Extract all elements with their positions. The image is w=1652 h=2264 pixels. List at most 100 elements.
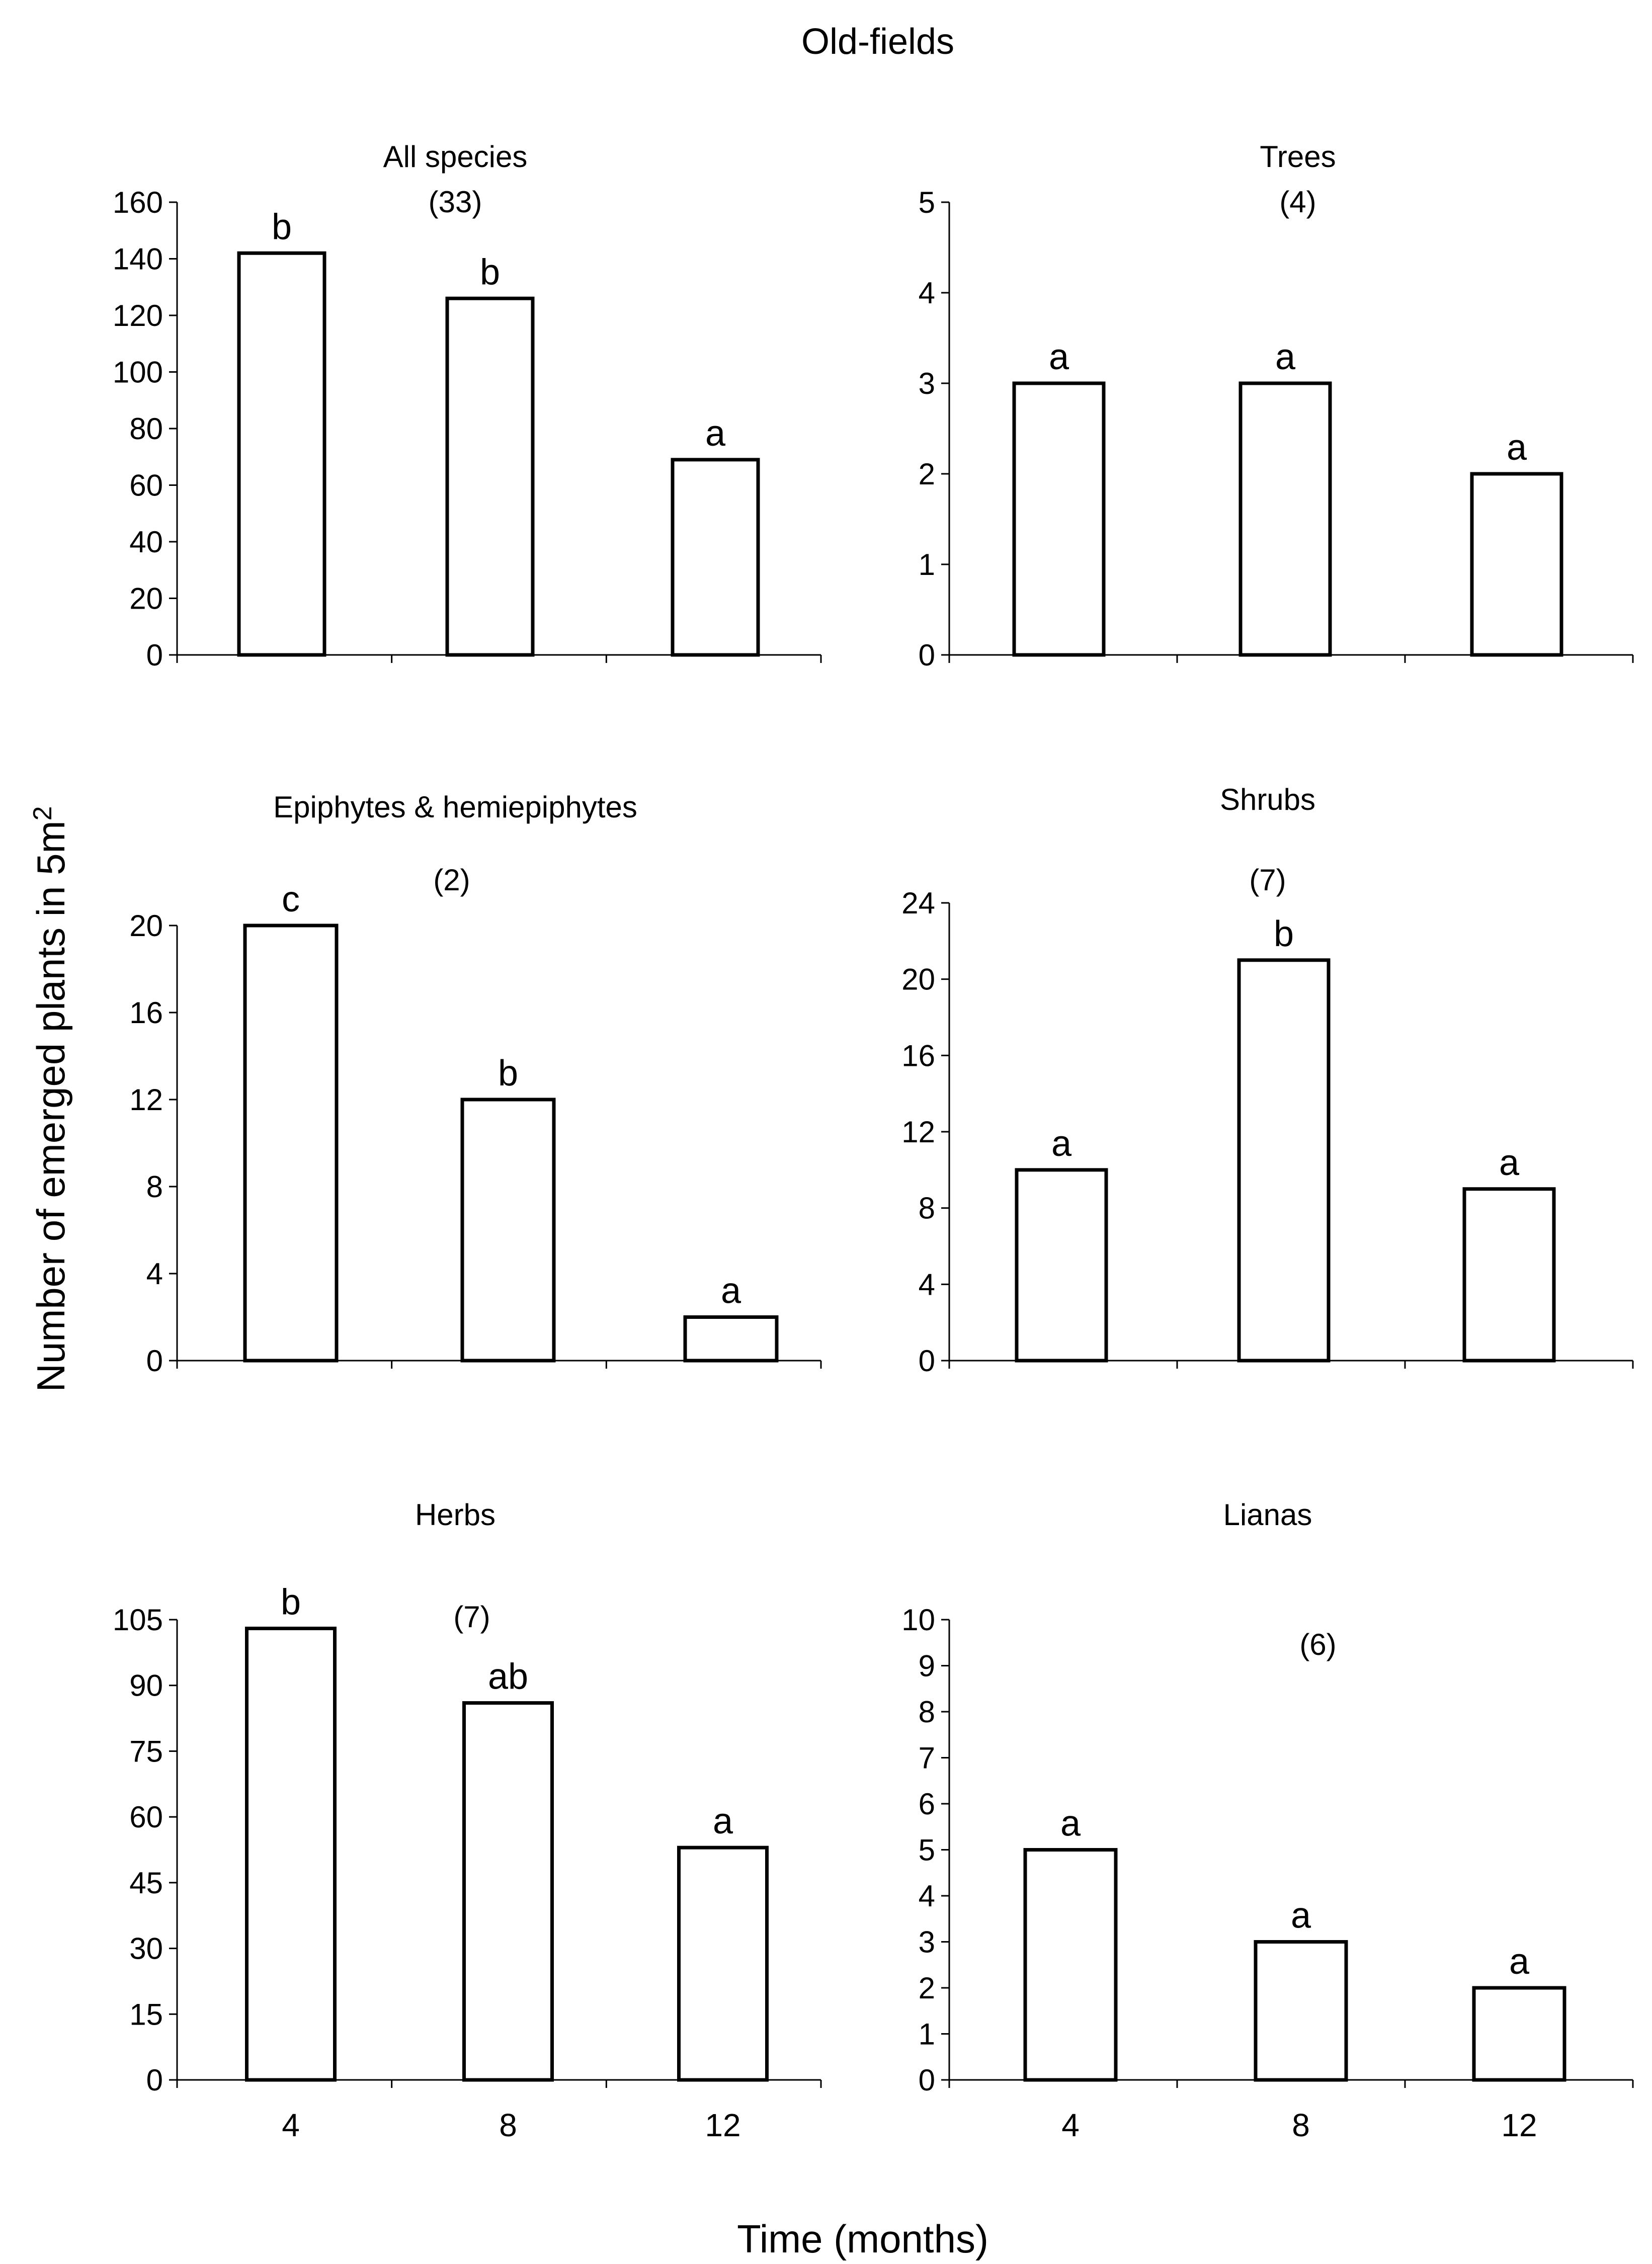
x-tick-label: 8 <box>499 2107 517 2143</box>
y-tick-label: 160 <box>113 186 163 219</box>
y-tick-label: 0 <box>146 638 163 672</box>
y-axis-label-main: Number of emerged plants in 5m <box>29 821 73 1392</box>
species-count: (33) <box>429 185 482 219</box>
y-tick-label: 75 <box>129 1734 163 1768</box>
significance-label: a <box>1499 1143 1520 1183</box>
y-tick-label: 105 <box>113 1603 163 1637</box>
chart-panel: All species (33) 0 20 40 60 80 100 120 140 160 b b a <box>113 140 822 672</box>
y-tick-label: 140 <box>113 242 163 276</box>
significance-label: c <box>282 879 300 919</box>
panel-title: All species <box>383 140 528 174</box>
bar <box>1254 1940 1348 2082</box>
bar <box>445 296 535 657</box>
y-tick-label: 8 <box>146 1170 163 1204</box>
y-tick-label: 12 <box>901 1115 935 1149</box>
y-tick-label: 0 <box>919 1344 935 1378</box>
y-tick-label: 6 <box>919 1787 935 1821</box>
y-tick-label: 40 <box>129 525 163 559</box>
y-tick-label: 30 <box>129 1932 163 1966</box>
significance-label: b <box>281 1582 301 1622</box>
bar <box>1238 381 1332 657</box>
y-tick-label: 20 <box>129 582 163 616</box>
bar <box>1023 1848 1118 2082</box>
chart-panel: Trees (4) 0 1 2 3 4 5 a a a <box>919 140 1634 672</box>
y-tick-label: 8 <box>919 1695 935 1729</box>
y-tick-label: 12 <box>129 1083 163 1117</box>
y-tick-label: 15 <box>129 1997 163 2031</box>
y-tick-label: 0 <box>146 2063 163 2097</box>
figure-title: Old-fields <box>801 22 954 62</box>
significance-label: ab <box>488 1657 528 1697</box>
significance-label: b <box>1274 914 1294 954</box>
y-tick-label: 10 <box>901 1603 935 1637</box>
y-tick-label: 45 <box>129 1866 163 1900</box>
bar <box>683 1315 779 1363</box>
bar <box>1015 1168 1108 1363</box>
y-tick-label: 8 <box>919 1192 935 1225</box>
bar <box>1472 1986 1566 2082</box>
significance-label: a <box>1507 428 1527 468</box>
y-tick-label: 0 <box>919 2063 935 2097</box>
significance-label: a <box>713 1801 733 1841</box>
x-tick-label: 4 <box>1061 2107 1080 2143</box>
y-tick-label: 60 <box>129 1800 163 1834</box>
significance-label: a <box>1275 337 1296 377</box>
y-tick-label: 1 <box>919 548 935 581</box>
bar <box>1012 381 1106 657</box>
y-tick-label: 3 <box>919 1925 935 1959</box>
y-tick-label: 120 <box>113 299 163 332</box>
significance-label: a <box>1051 1124 1072 1164</box>
y-tick-label: 90 <box>129 1669 163 1703</box>
y-tick-label: 4 <box>146 1257 163 1291</box>
y-tick-label: 2 <box>919 457 935 491</box>
species-count: (7) <box>453 1600 490 1634</box>
bar <box>677 1846 769 2082</box>
panel-title: Shrubs <box>1220 783 1315 816</box>
significance-label: b <box>480 252 500 292</box>
chart-panel: Herbs (7) 0 15 30 45 60 75 90 105 b 4 ab 8 a 12 <box>113 1498 822 2143</box>
x-axis-label: Time (months) <box>737 2217 988 2261</box>
panel-title: Epiphytes & hemiepiphytes <box>273 790 637 824</box>
y-tick-label: 60 <box>129 469 163 502</box>
significance-label: b <box>272 207 292 247</box>
y-tick-label: 5 <box>919 186 935 219</box>
bar <box>1237 958 1331 1363</box>
bar <box>237 251 326 657</box>
significance-label: a <box>1509 1942 1530 1982</box>
y-tick-label: 16 <box>129 996 163 1030</box>
y-tick-label: 3 <box>919 367 935 400</box>
bar <box>1470 472 1563 657</box>
y-tick-label: 4 <box>919 1268 935 1301</box>
x-tick-label: 12 <box>705 2107 740 2143</box>
y-axis-label-superscript: 2 <box>28 806 57 821</box>
panel-title: Trees <box>1260 140 1336 174</box>
y-tick-label: 100 <box>113 356 163 389</box>
bar <box>245 1626 337 2082</box>
y-axis-label: Number of emerged plants in 5m2 <box>28 806 73 1392</box>
bar <box>671 458 760 657</box>
y-tick-label: 4 <box>919 276 935 310</box>
panels: All species(33)020406080100120140160bbaT… <box>113 140 1634 2143</box>
y-tick-label: 5 <box>919 1833 935 1867</box>
chart-panel: Epiphytes & hemiepiphytes (2) 0 4 8 12 16 20 c b a <box>129 790 822 1378</box>
y-tick-label: 80 <box>129 412 163 446</box>
significance-label: b <box>498 1053 518 1094</box>
y-tick-label: 9 <box>919 1649 935 1683</box>
y-tick-label: 0 <box>146 1344 163 1378</box>
x-tick-label: 4 <box>282 2107 300 2143</box>
chart-panel: Shrubs (7) 0 4 8 12 16 20 24 a b a <box>901 783 1634 1378</box>
y-tick-label: 20 <box>129 909 163 943</box>
panel-title: Lianas <box>1223 1498 1312 1532</box>
bar <box>1462 1187 1556 1363</box>
significance-label: a <box>705 413 726 454</box>
significance-label: a <box>721 1271 741 1311</box>
bar <box>243 924 339 1363</box>
y-tick-label: 16 <box>901 1039 935 1072</box>
x-tick-label: 8 <box>1292 2107 1310 2143</box>
x-tick-label: 12 <box>1501 2107 1537 2143</box>
bar <box>462 1701 554 2082</box>
species-count: (6) <box>1299 1628 1336 1661</box>
species-count: (2) <box>433 863 470 897</box>
